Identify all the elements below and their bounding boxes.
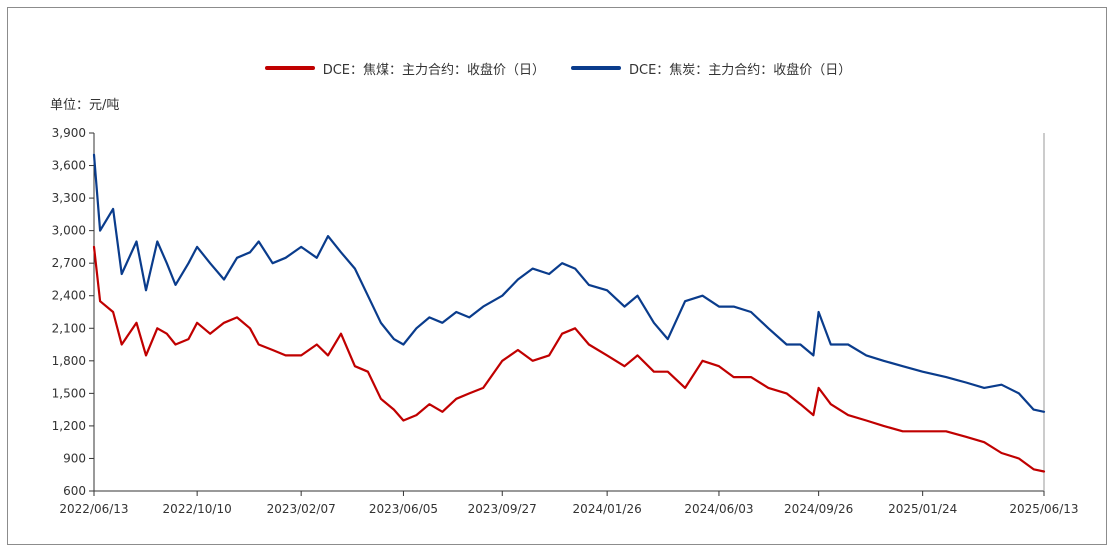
y-tick-label: 1,500 bbox=[52, 386, 86, 400]
legend-label-coking-coal: DCE：焦煤：主力合约：收盘价（日） bbox=[322, 62, 545, 78]
legend-swatch-coke bbox=[571, 66, 621, 70]
y-tick-label: 900 bbox=[63, 451, 86, 465]
y-tick-label: 600 bbox=[63, 484, 86, 498]
x-tick-label: 2025/01/24 bbox=[888, 502, 957, 516]
legend-item-coking-coal[interactable]: DCE：焦煤：主力合约：收盘价（日） bbox=[264, 59, 545, 78]
y-tick-label: 2,700 bbox=[52, 256, 86, 270]
x-tick-label: 2025/06/13 bbox=[1009, 502, 1078, 516]
series-line-coke bbox=[92, 153, 1046, 413]
y-tick-label: 1,800 bbox=[52, 354, 86, 368]
legend: DCE：焦煤：主力合约：收盘价（日） DCE：焦炭：主力合约：收盘价（日） bbox=[0, 58, 1116, 78]
legend-swatch-coking-coal bbox=[264, 66, 315, 70]
unit-label: 单位：元/吨 bbox=[50, 98, 120, 113]
legend-item-coke[interactable]: DCE：焦炭：主力合约：收盘价（日） bbox=[571, 59, 851, 78]
x-tick-label: 2023/09/27 bbox=[468, 502, 537, 516]
y-tick-label: 1,200 bbox=[52, 419, 86, 433]
legend-label-coke: DCE：焦炭：主力合约：收盘价（日） bbox=[629, 62, 852, 78]
y-tick-label: 3,300 bbox=[52, 191, 86, 205]
y-tick-label: 2,100 bbox=[52, 321, 86, 335]
x-tick-label: 2024/09/26 bbox=[784, 502, 853, 516]
x-tick-label: 2024/01/26 bbox=[573, 502, 642, 516]
x-tick-label: 2023/06/05 bbox=[369, 502, 438, 516]
y-tick-label: 2,400 bbox=[52, 289, 86, 303]
x-tick-label: 2023/02/07 bbox=[267, 502, 336, 516]
x-tick-label: 2024/06/03 bbox=[684, 502, 753, 516]
y-tick-label: 3,600 bbox=[52, 159, 86, 173]
y-tick-label: 3,900 bbox=[52, 126, 86, 140]
x-tick-label: 2022/06/13 bbox=[59, 502, 128, 516]
x-tick-label: 2022/10/10 bbox=[163, 502, 232, 516]
series-line-coking-coal bbox=[92, 245, 1046, 473]
y-tick-label: 3,000 bbox=[52, 224, 86, 238]
chart-frame bbox=[7, 7, 1107, 545]
